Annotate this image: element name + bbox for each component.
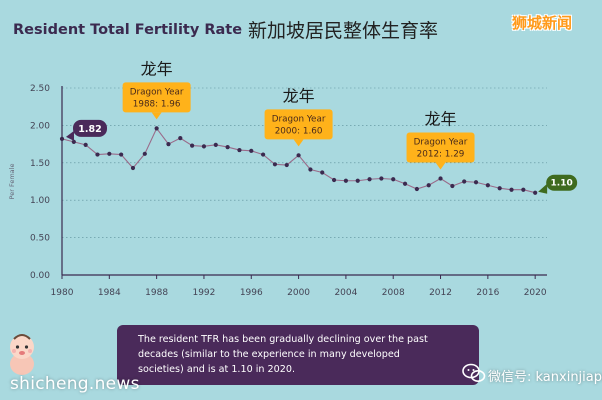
data-point — [533, 190, 538, 195]
end-value-label: 1.10 — [551, 179, 573, 189]
data-point — [225, 144, 230, 150]
x-tick-label: 2012 — [429, 288, 452, 298]
watermark-right: 微信号: kanxinjiapo — [488, 370, 602, 385]
data-point — [272, 162, 278, 167]
y-tick-label: 2.50 — [30, 84, 50, 94]
data-point — [71, 139, 76, 144]
callout-box — [406, 132, 475, 163]
data-point — [119, 152, 124, 157]
callout-pointer — [293, 139, 304, 147]
data-point — [331, 177, 337, 183]
data-point — [249, 148, 254, 153]
summary-note-line: decades (similar to the experience in ma… — [138, 349, 400, 360]
x-tick-label: 1980 — [51, 288, 74, 298]
data-point — [462, 179, 467, 184]
data-point — [142, 151, 147, 156]
x-tick-label: 1992 — [192, 288, 215, 298]
wechat-icon — [462, 363, 486, 382]
dragon-year-label: Dragon Year — [130, 87, 184, 97]
data-point — [402, 181, 408, 186]
dragon-year-value: 2012: 1.29 — [417, 150, 465, 160]
dragon-year-value: 2000: 1.60 — [275, 126, 323, 136]
data-point — [367, 177, 372, 182]
data-point — [178, 136, 183, 141]
summary-note-line: societies) and is at 1.10 in 2020. — [138, 364, 296, 375]
callout-box — [264, 109, 333, 140]
x-tick-label: 2008 — [382, 288, 405, 298]
data-point — [213, 142, 218, 147]
data-point — [485, 183, 490, 188]
callout-pointer — [435, 162, 446, 170]
data-point — [509, 187, 514, 192]
data-point — [284, 162, 289, 168]
x-tick-label: 2000 — [287, 288, 310, 298]
y-tick-label: 1.50 — [30, 159, 50, 169]
data-point — [59, 136, 65, 141]
summary-note-box — [117, 325, 479, 385]
callout-pointer — [66, 130, 74, 141]
chart-title-en: Resident Total Fertility Rate — [13, 22, 243, 38]
start-value-label: 1.82 — [78, 124, 101, 135]
dragon-year-zh-label: 龙年 — [425, 110, 457, 129]
data-point — [355, 178, 360, 183]
dragon-year-label: Dragon Year — [272, 114, 326, 124]
data-point — [450, 183, 455, 189]
summary-note-text: The resident TFR has been gradually decl… — [138, 332, 468, 377]
data-point — [95, 152, 100, 157]
callout-pointer — [538, 183, 548, 194]
y-tick-label: 2.00 — [30, 121, 50, 131]
data-point — [379, 176, 384, 181]
x-tick-label: 2016 — [476, 288, 499, 298]
x-tick-label: 2004 — [334, 288, 357, 298]
data-point — [438, 176, 443, 181]
chart-title-zh: 新加坡居民整体生育率 — [248, 20, 439, 42]
dragon-year-value: 1988: 1.96 — [133, 99, 181, 109]
callout-box — [122, 82, 191, 113]
data-point — [391, 177, 396, 182]
x-tick-label: 1996 — [240, 288, 263, 298]
data-point — [190, 143, 195, 148]
data-point — [473, 180, 479, 185]
data-point — [237, 147, 242, 153]
dragon-year-callout: 龙年 Dragon Year 2012: 1.29 — [406, 110, 475, 170]
data-point — [426, 183, 431, 188]
x-tick-label: 1988 — [145, 288, 168, 298]
callout-pointer — [151, 112, 162, 120]
data-point — [201, 144, 207, 149]
data-point — [154, 126, 159, 131]
data-point — [497, 186, 502, 191]
dragon-year-label: Dragon Year — [414, 138, 468, 148]
data-point — [260, 152, 266, 157]
data-point — [107, 151, 112, 156]
y-tick-label: 0.50 — [30, 234, 50, 244]
data-point — [521, 187, 526, 192]
brand-logo-text: 狮城新闻 — [512, 14, 573, 32]
data-point — [166, 142, 171, 147]
data-point — [343, 178, 349, 183]
dragon-year-callout: 龙年 Dragon Year 1988: 1.96 — [122, 59, 191, 120]
watermark-left: shicheng.news — [10, 374, 140, 394]
summary-note-line: The resident TFR has been gradually decl… — [138, 334, 428, 345]
x-tick-label: 2020 — [524, 288, 547, 298]
dragon-year-callout: 龙年 Dragon Year 2000: 1.60 — [264, 86, 333, 147]
data-point — [296, 153, 301, 158]
dragon-year-zh-label: 龙年 — [141, 59, 173, 78]
y-tick-label: 1.00 — [30, 196, 50, 206]
data-point — [414, 186, 419, 192]
data-point — [83, 142, 88, 147]
y-axis-label: Per Female — [8, 164, 16, 200]
callout-bubble — [546, 174, 578, 191]
start-value-callout: 1.82 — [66, 119, 107, 141]
end-value-callout: 1.10 — [538, 174, 578, 194]
dragon-year-zh-label: 龙年 — [283, 86, 315, 105]
baby-mascot-icon — [10, 334, 34, 375]
data-point — [130, 165, 136, 171]
data-point — [320, 170, 325, 175]
x-tick-label: 1984 — [98, 288, 121, 298]
data-point — [308, 167, 313, 172]
callout-bubble — [73, 119, 107, 137]
y-tick-label: 0.00 — [30, 271, 50, 281]
